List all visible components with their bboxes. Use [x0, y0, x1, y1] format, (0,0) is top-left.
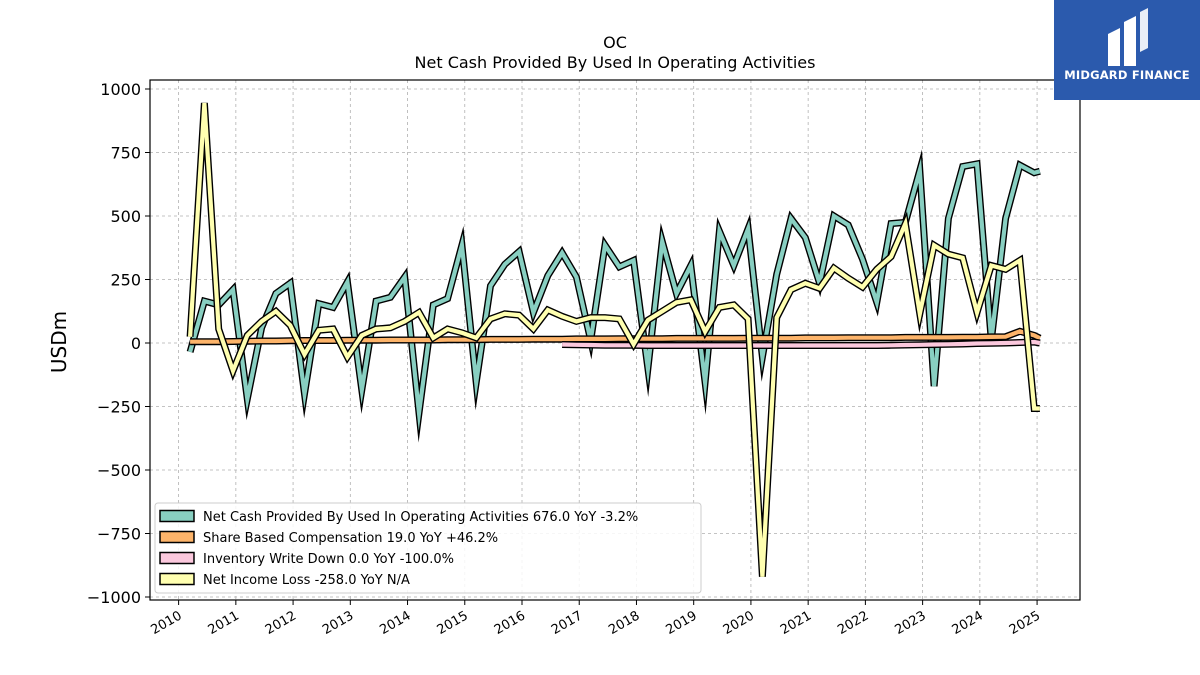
- y-tick-label: 1000: [100, 80, 141, 99]
- x-tick-label: 2025: [1007, 608, 1043, 638]
- series-line: [188, 102, 1040, 577]
- legend-frame: [154, 502, 702, 594]
- legend-label: Net Income Loss -258.0 YoY N/A: [203, 573, 410, 588]
- x-tick-label: 2022: [835, 608, 871, 638]
- y-tick-label: −250: [97, 398, 141, 417]
- y-tick-label: −1000: [87, 588, 141, 607]
- y-axis: 1000 750 500 250 0 −250 −500 −750 −1000: [87, 80, 150, 607]
- x-tick-label: 2013: [320, 608, 356, 638]
- y-tick-label: 500: [110, 207, 141, 226]
- legend-label: Net Cash Provided By Used In Operating A…: [203, 510, 638, 525]
- x-tick-label: 2014: [377, 608, 413, 638]
- y-axis-label: USDm: [47, 311, 71, 373]
- x-tick-label: 2018: [606, 608, 642, 638]
- logo-mark-icon: [1108, 8, 1148, 66]
- logo-text: MIDGARD FINANCE: [1064, 68, 1190, 82]
- x-tick-label: 2012: [263, 608, 299, 638]
- legend-swatch: [159, 530, 195, 544]
- x-axis: 2010 2011 2012 2013 2014 2015 2016 2017 2018 2019…: [148, 600, 1043, 638]
- y-tick-label: 250: [110, 271, 141, 290]
- legend-swatch: [159, 551, 195, 565]
- series-line: [190, 329, 1041, 344]
- series-inventory: [562, 338, 1041, 349]
- x-tick-label: 2011: [206, 608, 242, 638]
- series-line: [562, 339, 1041, 348]
- legend-label: Inventory Write Down 0.0 YoY -100.0%: [203, 552, 454, 567]
- x-tick-label: 2010: [148, 608, 184, 638]
- brand-logo: MIDGARD FINANCE: [1054, 0, 1200, 100]
- legend-swatch: [159, 572, 195, 586]
- x-tick-label: 2020: [721, 608, 757, 638]
- x-tick-label: 2021: [778, 608, 814, 638]
- legend-swatch: [159, 509, 195, 523]
- legend-label: Share Based Compensation 19.0 YoY +46.2%: [203, 531, 498, 546]
- y-tick-label: −750: [97, 525, 141, 544]
- chart-subtitle: Net Cash Provided By Used In Operating A…: [415, 53, 816, 72]
- x-tick-label: 2019: [664, 608, 700, 638]
- x-tick-label: 2017: [549, 608, 585, 638]
- y-tick-label: 750: [110, 144, 141, 163]
- x-tick-label: 2015: [435, 608, 471, 638]
- x-tick-label: 2016: [492, 608, 528, 638]
- series-net_income: [186, 102, 1040, 577]
- plot-frame: [149, 79, 1081, 601]
- series-layer: [186, 102, 1042, 577]
- legend: Net Cash Provided By Used In Operating A…: [154, 502, 702, 594]
- chart-title: OC: [603, 33, 627, 52]
- y-tick-label: −500: [97, 461, 141, 480]
- y-tick-label: 0: [131, 334, 141, 353]
- x-tick-label: 2024: [950, 608, 986, 638]
- series-sbc: [190, 327, 1042, 346]
- x-tick-label: 2023: [892, 608, 928, 638]
